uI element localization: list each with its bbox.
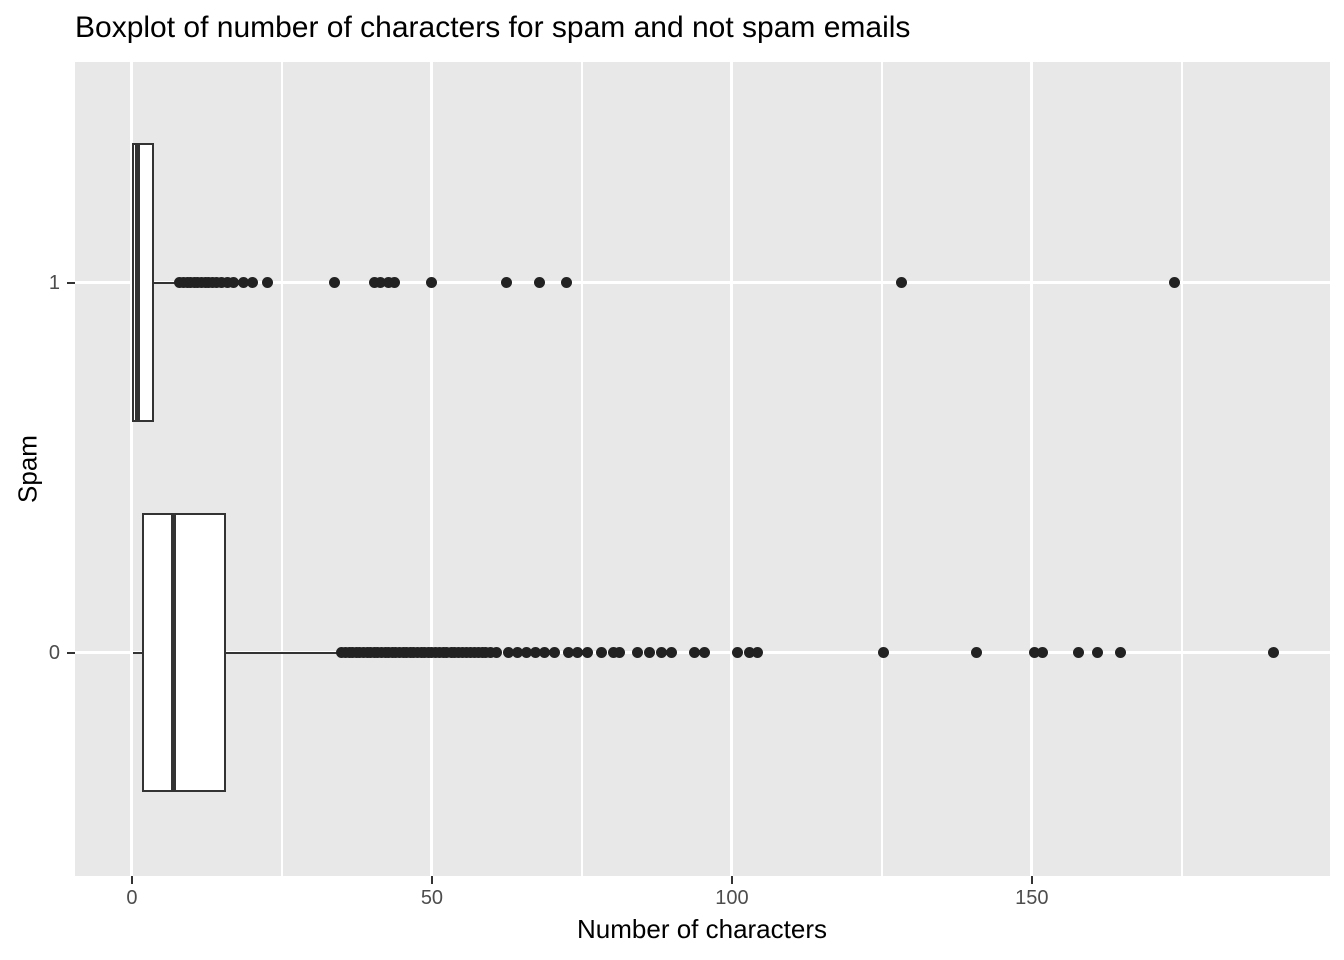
chart-title: Boxplot of number of characters for spam… (75, 11, 911, 44)
outlier-point (533, 277, 545, 289)
y-tick-label: 0 (48, 641, 60, 664)
outlier-point (521, 647, 533, 659)
outlier-point (561, 277, 573, 289)
outlier-point (689, 647, 701, 659)
outlier-point (1267, 647, 1279, 659)
gridline-y-major (75, 281, 1330, 285)
outlier-point (878, 647, 890, 659)
outlier-point (1029, 647, 1041, 659)
outlier-point (368, 277, 380, 289)
outlier-point (502, 647, 514, 659)
boxplot-box (142, 513, 226, 793)
outlier-point (389, 277, 401, 289)
y-axis-tick (67, 281, 75, 284)
y-axis-tick (67, 651, 75, 654)
x-axis-tick (1030, 876, 1033, 884)
outlier-point (1036, 647, 1048, 659)
gridline-x-major (430, 62, 434, 876)
outlier-point (895, 277, 907, 289)
gridline-x-minor (580, 62, 583, 876)
outlier-point (539, 647, 551, 659)
outlier-point (732, 647, 744, 659)
outlier-point (247, 277, 259, 289)
outlier-point (1115, 647, 1127, 659)
outlier-point (971, 647, 983, 659)
boxplot-median (134, 145, 140, 421)
x-tick-label: 150 (1015, 887, 1049, 909)
outlier-point (562, 647, 574, 659)
y-tick-label: 1 (48, 271, 60, 294)
outlier-point (656, 647, 668, 659)
gridline-x-minor (880, 62, 883, 876)
gridline-x-minor (280, 62, 283, 876)
outlier-point (484, 647, 496, 659)
outlier-point (227, 277, 239, 289)
y-axis-title: Spam (12, 435, 43, 503)
outlier-point (572, 647, 584, 659)
outlier-point (1169, 277, 1181, 289)
outlier-point (632, 647, 644, 659)
outlier-point (666, 647, 678, 659)
outlier-point (549, 647, 561, 659)
outlier-point (426, 277, 438, 289)
x-axis-tick (430, 876, 433, 884)
x-axis-title: Number of characters (577, 914, 827, 944)
outlier-point (752, 647, 764, 659)
outlier-point (329, 277, 341, 289)
outlier-point (1073, 647, 1085, 659)
boxplot-whisker (131, 281, 179, 284)
boxplot-median (170, 515, 176, 791)
outlier-point (512, 647, 524, 659)
x-tick-label: 0 (126, 887, 138, 909)
x-tick-label: 100 (715, 887, 749, 909)
x-tick-label: 50 (420, 887, 444, 909)
x-axis-tick (130, 876, 133, 884)
outlier-point (216, 277, 228, 289)
outlier-point (607, 647, 619, 659)
outlier-point (614, 647, 626, 659)
outlier-point (644, 647, 656, 659)
plot-panel (75, 62, 1330, 876)
gridline-x-minor (1180, 62, 1183, 876)
gridline-x-major (730, 62, 734, 876)
outlier-point (744, 647, 756, 659)
gridline-x-major (1030, 62, 1034, 876)
x-axis-tick (730, 876, 733, 884)
outlier-point (582, 647, 594, 659)
outlier-point (529, 647, 541, 659)
outlier-point (238, 277, 250, 289)
outlier-point (375, 277, 387, 289)
outlier-point (1091, 647, 1103, 659)
outlier-point (491, 647, 503, 659)
outlier-point (382, 277, 394, 289)
outlier-point (596, 647, 608, 659)
outlier-point (501, 277, 513, 289)
outlier-point (262, 277, 274, 289)
outlier-point (699, 647, 711, 659)
boxplot-whisker (133, 651, 340, 654)
gridline-x-major (130, 62, 134, 876)
